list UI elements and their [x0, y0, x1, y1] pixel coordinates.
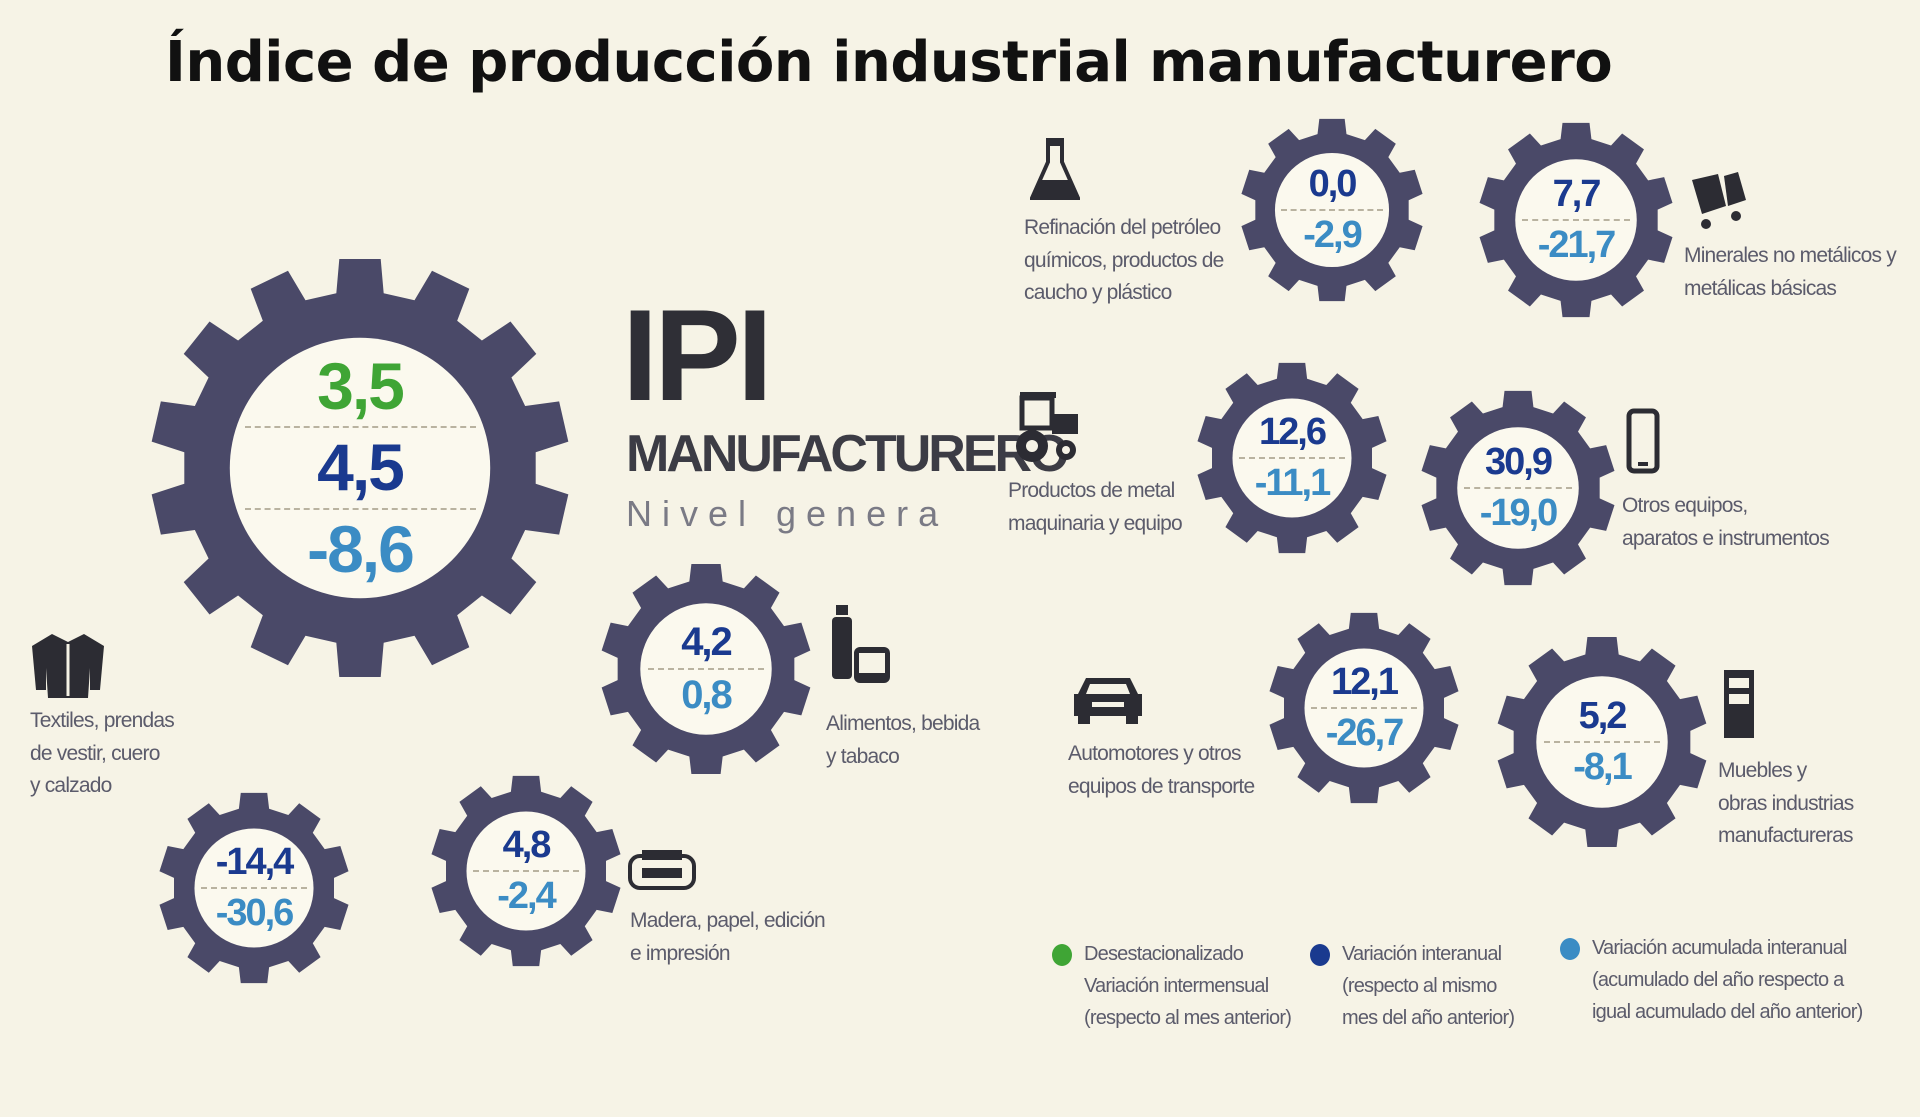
textiles-accumulated-value: -30,6	[215, 892, 295, 934]
furniture-icon	[1724, 670, 1754, 738]
separator	[244, 426, 476, 429]
legend-navy-line-1: Variación interanual	[1342, 943, 1502, 965]
otros-equipos-accumulated-value: -19,0	[1479, 492, 1559, 534]
main-accumulated-value: -8,6	[307, 511, 415, 586]
food-icon	[832, 605, 890, 683]
legend-green-dot	[1052, 944, 1072, 966]
separator	[201, 887, 307, 889]
gear-minerales: 7,7 -21,7	[1478, 122, 1674, 318]
label-otros-equipos: Otros equipos, aparatos e instrumentos	[1622, 494, 1830, 550]
page-title: Índice de producción industrial manufact…	[165, 30, 1613, 95]
separator	[1239, 457, 1345, 459]
separator	[1464, 487, 1572, 489]
muebles-interannual-value: 5,2	[1578, 694, 1628, 737]
madera-interannual-value: 4,8	[502, 823, 552, 866]
manufacturero-heading: MANUFACTURERO	[626, 425, 1070, 483]
car-icon	[1074, 678, 1142, 724]
nivel-general-subtitle: Nivel genera	[626, 493, 949, 534]
legend-green-line-1: Desestacionalizado	[1084, 943, 1244, 965]
gear-textiles: -14,4 -30,6	[158, 792, 350, 984]
legend-light-blue-line-1: Variación acumulada interanual	[1592, 937, 1848, 959]
legend-light-blue-dot	[1560, 938, 1580, 960]
madera-accumulated-value: -2,4	[497, 875, 557, 917]
gear-automotores: 12,1 -26,7	[1268, 612, 1460, 804]
main-monthly-value: 3,5	[317, 349, 405, 424]
legend-light-blue: Variación acumulada interanual (acumulad…	[1560, 932, 1863, 1028]
minerales-accumulated-value: -21,7	[1537, 224, 1617, 266]
gear-inner-disc	[229, 337, 491, 599]
label-metal: Productos de metal maquinaria y equipo	[1008, 479, 1183, 535]
legend-navy-line-3: mes del año anterior)	[1342, 1007, 1515, 1029]
gear-shape	[151, 259, 569, 677]
cart-icon	[1692, 172, 1746, 229]
refinacion-accumulated-value: -2,9	[1303, 214, 1363, 256]
separator	[244, 507, 476, 510]
legend-navy-line-2: (respecto al mismo	[1342, 975, 1497, 997]
tractor-icon	[1016, 392, 1078, 462]
gear-madera: 4,8 -2,4	[430, 775, 622, 967]
separator	[647, 668, 765, 670]
minerales-interannual-value: 7,7	[1552, 172, 1602, 215]
gear-metal: 12,6 -11,1	[1196, 362, 1388, 554]
main-gear: 3,5 4,5 -8,6	[150, 258, 570, 678]
metal-accumulated-value: -11,1	[1254, 462, 1332, 504]
main-interannual-value: 4,5	[317, 430, 405, 505]
label-minerales: Minerales no metálicos y metálicas básic…	[1684, 244, 1897, 300]
label-madera: Madera, papel, edición e impresión	[630, 909, 826, 965]
flask-icon	[1030, 138, 1080, 200]
automotores-accumulated-value: -26,7	[1325, 712, 1405, 754]
label-alimentos: Alimentos, bebida y tabaco	[826, 712, 980, 768]
legend-light-blue-line-2: (acumulado del año respecto a	[1592, 969, 1844, 991]
printer-icon	[628, 850, 696, 890]
phone-icon	[1626, 408, 1660, 474]
textiles-interannual-value: -14,4	[215, 840, 295, 883]
legend-navy: Variación interanual (respecto al mismo …	[1310, 938, 1515, 1034]
muebles-accumulated-value: -8,1	[1573, 746, 1633, 788]
gear-refinacion: 0,0 -2,9	[1240, 118, 1424, 302]
separator	[1543, 741, 1661, 743]
separator	[473, 870, 579, 872]
gear-otros-equipos: 30,9 -19,0	[1420, 390, 1616, 586]
legend-green-line-2: Variación intermensual	[1084, 975, 1269, 997]
separator	[1281, 209, 1383, 211]
automotores-interannual-value: 12,1	[1331, 660, 1399, 703]
label-automotores: Automotores y otros equipos de transport…	[1068, 742, 1255, 798]
gear-alimentos: 4,2 0,8	[600, 563, 812, 775]
legend-green-line-3: (respecto al mes anterior)	[1084, 1007, 1292, 1029]
label-muebles: Muebles y obras industrias manufacturera…	[1718, 759, 1854, 848]
separator	[1522, 219, 1630, 221]
otros-equipos-interannual-value: 30,9	[1485, 440, 1553, 483]
ipi-heading: IPI	[622, 282, 773, 428]
label-refinacion: Refinación del petróleo químicos, produc…	[1024, 216, 1224, 305]
jacket-icon	[32, 634, 104, 698]
separator	[1311, 707, 1417, 709]
legend-green: Desestacionalizado Variación intermensua…	[1052, 938, 1292, 1034]
metal-interannual-value: 12,6	[1259, 410, 1327, 453]
legend-navy-dot	[1310, 944, 1330, 966]
legend-light-blue-line-3: igual acumulado del año anterior)	[1592, 1001, 1863, 1023]
alimentos-interannual-value: 4,2	[681, 619, 733, 664]
refinacion-interannual-value: 0,0	[1308, 162, 1358, 205]
label-textiles: Textiles, prendas de vestir, cuero y cal…	[30, 709, 175, 798]
alimentos-accumulated-value: 0,8	[681, 673, 733, 717]
gear-muebles: 5,2 -8,1	[1496, 636, 1708, 848]
